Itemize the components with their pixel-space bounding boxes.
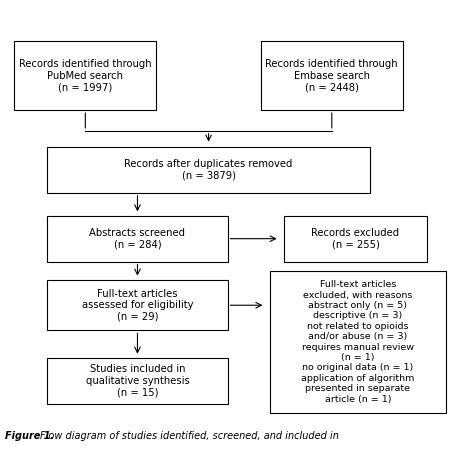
FancyBboxPatch shape [47, 280, 228, 330]
Text: Flow diagram of studies identified, screened, and included in: Flow diagram of studies identified, scre… [40, 431, 339, 441]
FancyBboxPatch shape [261, 41, 403, 110]
Text: Full-text articles
assessed for eligibility
(n = 29): Full-text articles assessed for eligibil… [82, 289, 193, 322]
FancyBboxPatch shape [47, 216, 228, 262]
Text: Records excluded
(n = 255): Records excluded (n = 255) [311, 228, 400, 250]
Text: Studies included in
qualitative synthesis
(n = 15): Studies included in qualitative synthesi… [86, 364, 189, 397]
FancyBboxPatch shape [47, 358, 228, 404]
Text: Figure 1.: Figure 1. [5, 431, 54, 441]
Text: Full-text articles
excluded, with reasons
abstract only (n = 5)
descriptive (n =: Full-text articles excluded, with reason… [301, 280, 415, 403]
FancyBboxPatch shape [14, 41, 156, 110]
FancyBboxPatch shape [47, 147, 370, 193]
FancyBboxPatch shape [270, 271, 446, 413]
Text: Records identified through
Embase search
(n = 2448): Records identified through Embase search… [265, 59, 398, 92]
FancyBboxPatch shape [284, 216, 427, 262]
Text: Records after duplicates removed
(n = 3879): Records after duplicates removed (n = 38… [124, 159, 293, 181]
Text: Abstracts screened
(n = 284): Abstracts screened (n = 284) [90, 228, 185, 250]
Text: Records identified through
PubMed search
(n = 1997): Records identified through PubMed search… [19, 59, 152, 92]
